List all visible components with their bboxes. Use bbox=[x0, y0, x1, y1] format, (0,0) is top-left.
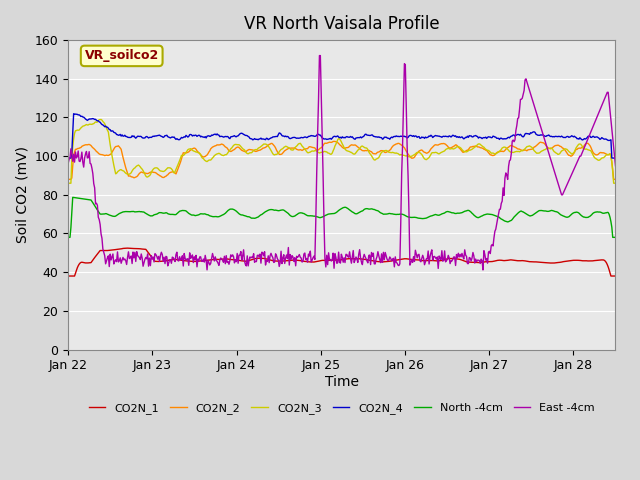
CO2N_2 bbox=[312, 146, 319, 152]
CO2N_1 bbox=[612, 273, 620, 279]
CO2N_3 bbox=[388, 150, 396, 156]
CO2N_4 bbox=[313, 132, 321, 138]
East -4cm bbox=[64, 161, 72, 167]
CO2N_4 bbox=[612, 155, 620, 161]
CO2N_4 bbox=[431, 133, 438, 139]
East -4cm bbox=[161, 261, 169, 266]
CO2N_2 bbox=[431, 142, 438, 148]
East -4cm bbox=[312, 218, 319, 224]
East -4cm bbox=[205, 260, 212, 265]
CO2N_1 bbox=[124, 245, 131, 251]
X-axis label: Time: Time bbox=[325, 375, 359, 389]
Line: CO2N_1: CO2N_1 bbox=[68, 248, 616, 276]
North -4cm bbox=[477, 213, 485, 219]
North -4cm bbox=[64, 234, 72, 240]
CO2N_1 bbox=[162, 258, 170, 264]
Y-axis label: Soil CO2 (mV): Soil CO2 (mV) bbox=[15, 146, 29, 243]
CO2N_4 bbox=[64, 155, 72, 161]
CO2N_3 bbox=[162, 167, 170, 172]
East -4cm bbox=[479, 267, 487, 273]
North -4cm bbox=[431, 212, 438, 218]
Text: VR_soilco2: VR_soilco2 bbox=[84, 49, 159, 62]
North -4cm bbox=[612, 234, 620, 240]
CO2N_3 bbox=[64, 180, 72, 186]
Title: VR North Vaisala Profile: VR North Vaisala Profile bbox=[244, 15, 440, 33]
Legend: CO2N_1, CO2N_2, CO2N_3, CO2N_4, North -4cm, East -4cm: CO2N_1, CO2N_2, CO2N_3, CO2N_4, North -4… bbox=[84, 398, 599, 418]
CO2N_3 bbox=[612, 180, 620, 186]
Line: North -4cm: North -4cm bbox=[68, 197, 616, 237]
CO2N_4 bbox=[477, 135, 485, 141]
CO2N_3 bbox=[97, 117, 105, 122]
CO2N_2 bbox=[161, 174, 169, 180]
Line: CO2N_4: CO2N_4 bbox=[68, 114, 616, 158]
CO2N_2 bbox=[205, 149, 212, 155]
Line: CO2N_2: CO2N_2 bbox=[68, 142, 616, 180]
CO2N_2 bbox=[612, 177, 620, 182]
CO2N_1 bbox=[206, 257, 214, 263]
CO2N_1 bbox=[477, 260, 485, 265]
East -4cm bbox=[612, 163, 620, 168]
CO2N_4 bbox=[70, 111, 77, 117]
North -4cm bbox=[313, 214, 321, 219]
CO2N_3 bbox=[206, 157, 214, 163]
North -4cm bbox=[206, 213, 214, 219]
Line: East -4cm: East -4cm bbox=[68, 56, 616, 270]
Line: CO2N_3: CO2N_3 bbox=[68, 120, 616, 183]
CO2N_2 bbox=[330, 139, 338, 144]
CO2N_4 bbox=[388, 134, 396, 140]
CO2N_3 bbox=[313, 148, 321, 154]
CO2N_4 bbox=[162, 133, 170, 139]
East -4cm bbox=[431, 253, 438, 259]
CO2N_2 bbox=[388, 145, 396, 151]
CO2N_3 bbox=[431, 150, 438, 156]
CO2N_2 bbox=[64, 177, 72, 182]
East -4cm bbox=[388, 258, 396, 264]
CO2N_1 bbox=[64, 273, 72, 279]
CO2N_1 bbox=[431, 258, 438, 264]
North -4cm bbox=[162, 210, 170, 216]
CO2N_2 bbox=[477, 145, 485, 151]
East -4cm bbox=[316, 53, 323, 59]
North -4cm bbox=[69, 194, 77, 200]
East -4cm bbox=[477, 256, 485, 262]
CO2N_1 bbox=[388, 258, 396, 264]
CO2N_4 bbox=[206, 133, 214, 139]
CO2N_3 bbox=[477, 143, 485, 148]
CO2N_1 bbox=[313, 259, 321, 264]
North -4cm bbox=[388, 211, 396, 216]
